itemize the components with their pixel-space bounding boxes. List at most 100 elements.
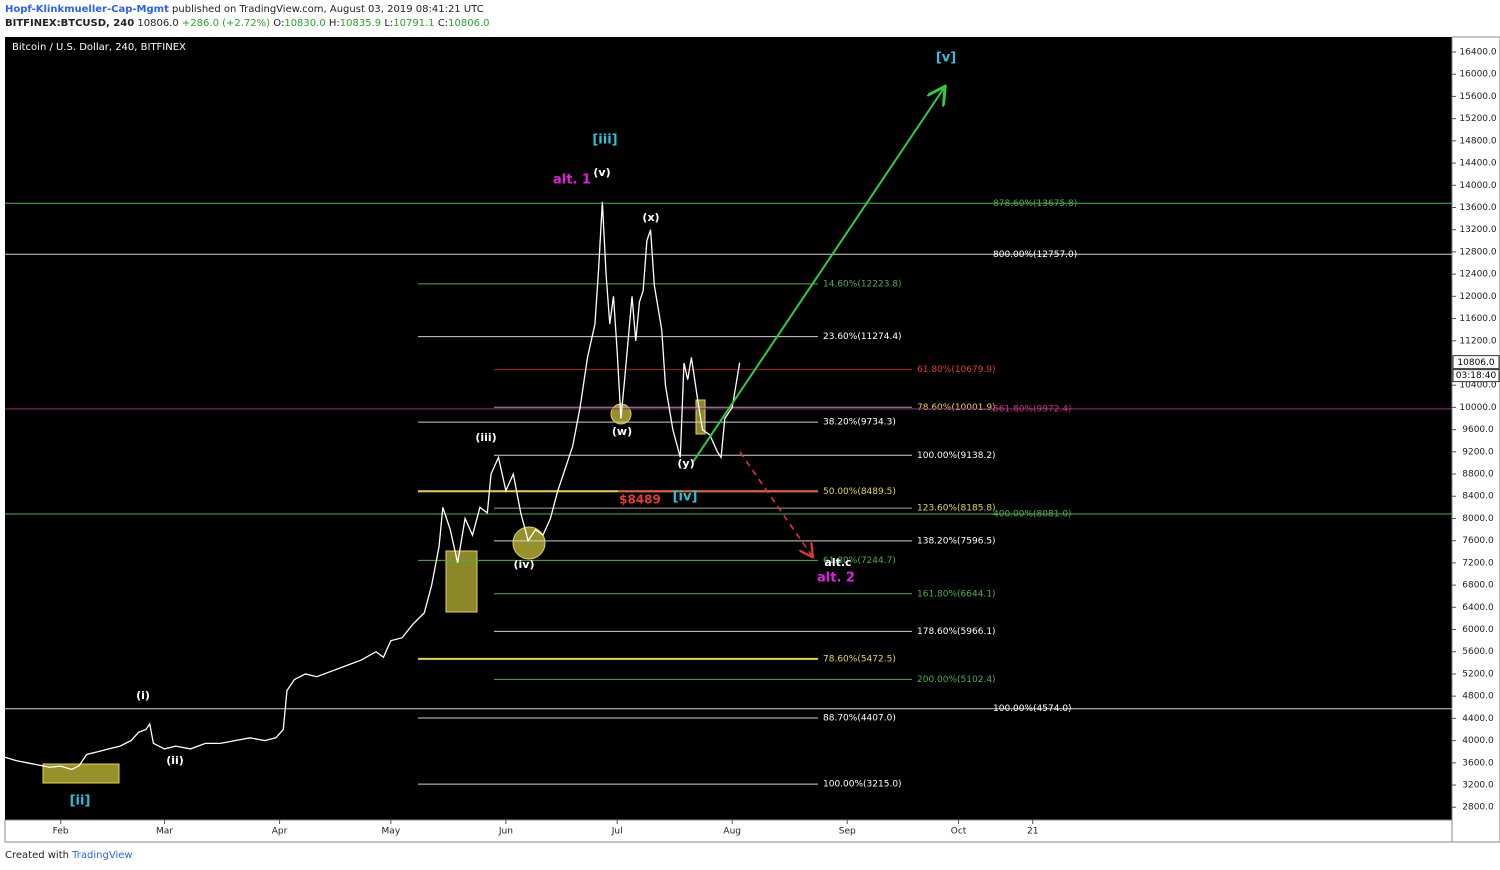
y-tick-label: 14800.0 (1459, 136, 1496, 146)
x-tick-label: Feb (53, 827, 69, 837)
wave-label: $8489 (619, 493, 661, 507)
level-label: 200.00%(5102.4) (917, 675, 996, 685)
level-label: 878.60%(13675.8) (993, 199, 1077, 209)
wave-label: alt.c (824, 556, 851, 569)
y-tick-label: 12400.0 (1459, 270, 1496, 280)
header-line-2: BITFINEX:BTCUSD, 240 10806.0 +286.0 (+2.… (5, 17, 490, 31)
level-label: 14.60%(12223.8) (823, 279, 902, 289)
x-tick-label: Oct (951, 827, 967, 837)
ohlc-label: C: (437, 18, 449, 29)
last: 10806.0 (137, 18, 179, 29)
y-tick-label: 11600.0 (1459, 314, 1496, 324)
x-tick-label: 21 (1027, 827, 1038, 837)
wave-label: (x) (642, 211, 659, 224)
chart-pane (5, 37, 1452, 820)
y-tick-label: 3600.0 (1462, 758, 1494, 768)
level-label: 178.60%(5966.1) (917, 627, 996, 637)
y-tick-label: 8800.0 (1462, 470, 1494, 480)
created: Created with (5, 850, 69, 861)
y-tick-label: 15600.0 (1459, 92, 1496, 102)
footer: Created with TradingView (5, 850, 133, 861)
y-tick-label: 6000.0 (1462, 625, 1494, 635)
wave-label: [v] (936, 51, 956, 66)
wave-label: [iii] (592, 133, 617, 148)
wave-label: (i) (136, 689, 150, 702)
countdown: 03:18:40 (1456, 371, 1497, 381)
y-tick-label: 10400.0 (1459, 381, 1496, 391)
projection-arrow (692, 88, 944, 463)
y-tick-label: 10000.0 (1459, 403, 1496, 413)
ohlc-value: 10791.1 (393, 18, 435, 29)
wave-label: alt. 2 (817, 571, 855, 586)
header: Hopf-Klinkmueller-Cap-Mgmt published on … (5, 3, 490, 31)
box (445, 550, 478, 613)
level-label: 100.00%(9138.2) (917, 451, 996, 461)
price-line (4, 201, 741, 771)
wave-label: (v) (593, 166, 610, 179)
y-tick-label: 9600.0 (1462, 425, 1494, 435)
price-axis (1451, 36, 1500, 843)
chart-title: Bitcoin / U.S. Dollar, 240, BITFINEX (12, 42, 186, 53)
y-tick-label: 16000.0 (1459, 70, 1496, 80)
level-label: 138.20%(7596.5) (917, 536, 996, 546)
y-tick-label: 16400.0 (1459, 47, 1496, 57)
y-tick-label: 11200.0 (1459, 336, 1496, 346)
level-label: 100.00%(3215.0) (823, 780, 902, 790)
y-tick-label: 4000.0 (1462, 736, 1494, 746)
x-tick-label: Apr (272, 827, 288, 837)
level-label: 23.60%(11274.4) (823, 332, 902, 342)
level-label: 123.60%(8185.8) (917, 504, 996, 514)
level-label: 800.00%(12757.0) (993, 250, 1077, 260)
level-label: 400.00%(8081.0) (993, 509, 1072, 519)
x-tick-label: Jun (498, 827, 513, 837)
x-tick-label: Sep (839, 827, 856, 837)
level-label: 161.80%(6644.1) (917, 589, 996, 599)
y-tick-label: 6400.0 (1462, 603, 1494, 613)
ohlc-label: O: (273, 18, 285, 29)
level-label: 50.00%(8489.5) (823, 487, 896, 497)
price-tag-box (1452, 355, 1500, 370)
y-tick-label: 15200.0 (1459, 114, 1496, 124)
y-tick-label: 12800.0 (1459, 247, 1496, 257)
wave-label: [iv] (673, 490, 698, 505)
chart: Bitcoin / U.S. Dollar, 240, BITFINEX 878… (4, 36, 1500, 843)
y-tick-label: 9200.0 (1462, 447, 1494, 457)
x-tick-label: Aug (723, 827, 741, 837)
y-tick-label: 5600.0 (1462, 647, 1494, 657)
y-tick-label: 12000.0 (1459, 292, 1496, 302)
level-label: 61.80%(7244.7) (823, 556, 896, 566)
countdown-box (1452, 369, 1500, 383)
y-tick-label: 4400.0 (1462, 714, 1494, 724)
ohlc-value: 10806.0 (448, 18, 490, 29)
y-tick-label: 6800.0 (1462, 581, 1494, 591)
y-tick-label: 13600.0 (1459, 203, 1496, 213)
circle (512, 526, 546, 560)
wave-label: (ii) (166, 754, 184, 767)
x-tick-label: May (382, 827, 401, 837)
author[interactable]: Hopf-Klinkmueller-Cap-Mgmt (5, 4, 169, 15)
y-tick-label: 3200.0 (1462, 781, 1494, 791)
y-tick-label: 14000.0 (1459, 181, 1496, 191)
wave-label: (w) (612, 425, 632, 438)
y-tick-label: 8400.0 (1462, 492, 1494, 502)
ohlc-value: 10835.9 (339, 18, 382, 29)
brand[interactable]: TradingView (72, 850, 133, 861)
ohlc-label: L: (384, 18, 394, 29)
level-label: 88.70%(4407.0) (823, 713, 896, 723)
level-label: 78.60%(5472.5) (823, 654, 896, 664)
level-label: 38.20%(9734.3) (823, 418, 896, 428)
y-tick-label: 8000.0 (1462, 514, 1494, 524)
wave-label: (iv) (514, 558, 535, 571)
price-tag: 10806.0 (1457, 358, 1494, 368)
x-tick-label: Mar (156, 827, 173, 837)
level-label: 78.60%(10001.9) (917, 403, 996, 413)
x-tick-label: Jul (611, 827, 623, 837)
y-tick-label: 7200.0 (1462, 558, 1494, 568)
wave-label: (y) (677, 457, 694, 470)
wave-label: [ii] (70, 794, 91, 809)
wave-label: (iii) (475, 431, 496, 444)
symbol: BITFINEX:BTCUSD, 240 (5, 18, 135, 29)
y-tick-label: 13200.0 (1459, 225, 1496, 235)
y-tick-label: 14400.0 (1459, 159, 1496, 169)
